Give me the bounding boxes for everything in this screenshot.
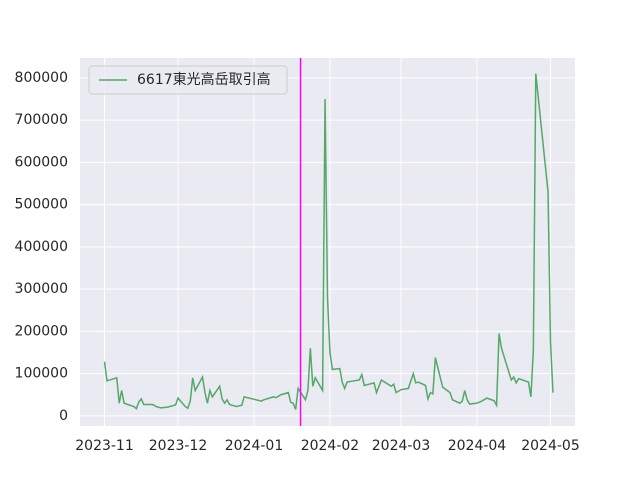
y-tick-label: 0 [59,408,68,424]
x-tick-label: 2024-01 [225,438,284,454]
x-tick-label: 2024-05 [521,438,580,454]
x-tick-label: 2024-03 [372,438,431,454]
y-tick-label: 300000 [15,281,68,297]
y-tick-label: 100000 [15,366,68,382]
legend-label: 6617東光高岳取引高 [137,71,271,88]
x-tick-label: 2023-11 [75,438,134,454]
data-line [103,73,554,410]
y-tick-label: 200000 [15,323,68,339]
x-tick-label: 2024-02 [301,438,360,454]
y-tick-label: 600000 [15,154,68,170]
y-tick-label: 800000 [15,70,68,86]
y-tick-label: 500000 [15,197,68,213]
y-tick-label: 700000 [15,112,68,128]
legend-box [88,65,288,95]
y-tick-label: 400000 [15,239,68,255]
x-tick-label: 2024-04 [448,438,507,454]
x-tick-label: 2023-12 [149,438,208,454]
